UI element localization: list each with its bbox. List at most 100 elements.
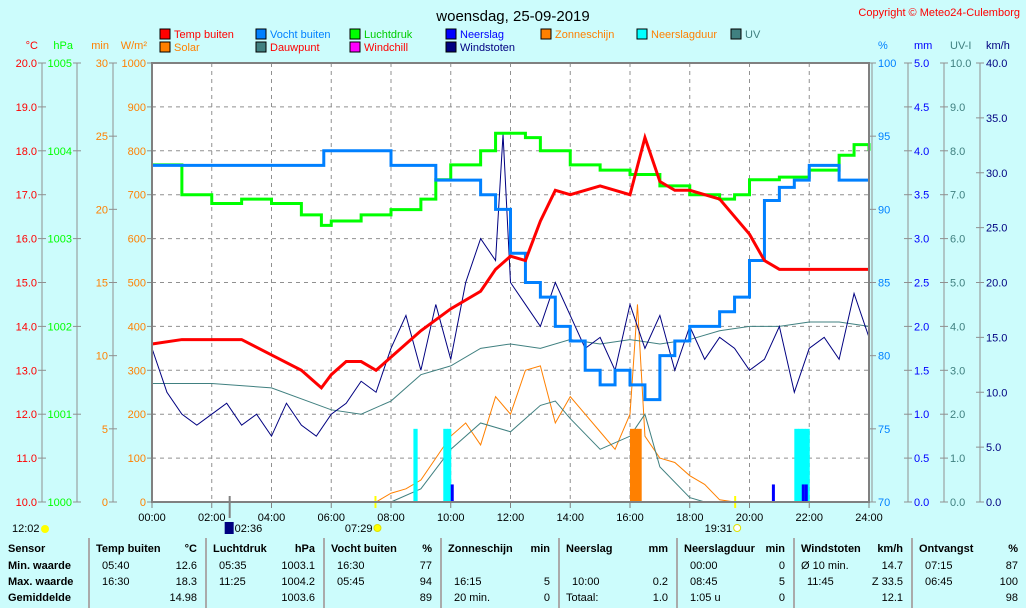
series-neerslagduur-bar (805, 428, 810, 502)
axis-tick-label-min: 10 (96, 351, 108, 363)
series-neerslag-bar (804, 484, 808, 502)
axis-tick-label-hum: 85 (878, 278, 890, 290)
axis-tick-label-hum: 90 (878, 204, 890, 216)
legend-label: Neerslagduur (651, 29, 717, 41)
legend-label: Solar (174, 42, 200, 54)
legend-swatch (445, 41, 457, 53)
axis-tick-label-mm: 2.0 (914, 321, 929, 333)
axis-tick-label-press: 1000 (48, 497, 72, 509)
copyright: Copyright © Meteo24-Culemborg (858, 7, 1020, 19)
cell-time: 20 min. (454, 592, 491, 604)
axis-unit-min: min (91, 40, 109, 52)
legend-label: Windchill (364, 42, 408, 54)
axis-tick-label-mm: 1.5 (914, 365, 929, 377)
table-section-ontvangst: Ontvangst% 07:15 87 06:45 100 98 (911, 538, 1026, 608)
axis-tick-label-mm: 0.5 (914, 453, 929, 465)
series-neerslagduur-bar (413, 428, 418, 502)
legend-label: UV (745, 29, 761, 41)
event-time: 07:29 (345, 523, 373, 535)
axis-tick-label-uv: 6.0 (950, 234, 965, 246)
event-time: 19:31 (705, 523, 733, 535)
x-axis-tick-label: 22:00 (795, 512, 823, 524)
series-neerslagduur-bar (447, 428, 452, 502)
cell-value: 1003.6 (281, 592, 315, 604)
axis-tick-label-uv: 4.0 (950, 321, 965, 333)
table-section-temp-buiten: Temp buiten °C 05:40 12.6 16:30 18.3 14.98 (88, 538, 205, 608)
cell-value: 14.7 (881, 560, 903, 572)
axis-tick-label-temp: 16.0 (16, 234, 37, 246)
cell-time: 1:05 u (690, 592, 721, 604)
series-luchtdruk-line (152, 131, 871, 227)
cell-time: 06:45 (925, 576, 953, 588)
series-vocht-buiten-line (152, 149, 869, 402)
axis-tick-label-temp: 17.0 (16, 190, 37, 202)
axis-tick-label-uv: 0.0 (950, 497, 965, 509)
axis-tick-label-press: 1005 (48, 58, 72, 70)
x-axis-tick-label: 10:00 (437, 512, 465, 524)
axis-tick-label-temp: 15.0 (16, 278, 37, 290)
axis-tick-label-mm: 4.0 (914, 146, 929, 158)
series-zonneschijn-bar (630, 428, 635, 502)
cell-value: 94 (419, 576, 432, 588)
axis-tick-label-press: 1004 (48, 146, 72, 158)
legend-swatch (730, 28, 742, 40)
axis-tick-label-wind: 35.0 (986, 113, 1007, 125)
axis-tick-label-solar: 100 (128, 453, 146, 465)
axis-tick-label-uv: 5.0 (950, 278, 965, 290)
column-unit: % (1008, 543, 1018, 555)
row-label: Gemiddelde (8, 592, 71, 604)
axis-tick-label-solar: 800 (128, 146, 146, 158)
table-section-zonneschijn: Zonneschijn min 16:15 5 20 min. 0 (440, 538, 558, 608)
legend-label: Luchtdruk (364, 29, 413, 41)
cell-value: 0 (543, 592, 550, 604)
row-label: Max. waarde (8, 576, 74, 588)
cell-value: 0 (778, 560, 785, 572)
axis-tick-label-mm: 0.0 (914, 497, 929, 509)
column-header: Windstoten (801, 543, 861, 555)
legend-label: Neerslag (460, 29, 504, 41)
table-section-sensor: Sensor Min. waarde Max. waarde Gemiddelde (0, 538, 88, 608)
cell-time: 05:35 (219, 560, 247, 572)
axis-tick-label-solar: 900 (128, 102, 146, 114)
cell-value: 0.2 (652, 576, 668, 588)
axis-tick-label-min: 25 (96, 131, 108, 143)
axis-tick-label-mm: 3.0 (914, 234, 929, 246)
axis-tick-label-wind: 25.0 (986, 223, 1007, 235)
axis-tick-label-hum: 80 (878, 351, 890, 363)
x-axis-tick-label: 08:00 (377, 512, 405, 524)
legend-swatch (159, 28, 171, 40)
axis-unit-hum: % (878, 40, 888, 52)
cell-time: 10:00 (572, 576, 600, 588)
row-label: Sensor (8, 543, 46, 555)
axis-unit-mm: mm (914, 40, 932, 52)
series-neerslagduur-bar (794, 428, 799, 502)
cell-value: Z 33.5 (871, 576, 903, 588)
cell-value: 18.3 (175, 576, 197, 588)
moon-icon (224, 522, 234, 534)
axis-tick-label-uv: 2.0 (950, 409, 965, 421)
axis-tick-label-press: 1002 (48, 321, 72, 333)
cell-time: Ø 10 min. (801, 560, 849, 572)
column-header: Ontvangst (919, 543, 974, 555)
column-unit: % (422, 543, 432, 555)
axis-tick-label-temp: 18.0 (16, 146, 37, 158)
stats-table: Sensor Min. waarde Max. waarde Gemiddelde Te… (0, 538, 1026, 608)
axis-tick-label-mm: 4.5 (914, 102, 929, 114)
table-section-vocht-buiten: Vocht buiten% 16:30 77 05:45 94 89 (323, 538, 440, 608)
column-unit: °C (184, 543, 197, 555)
legend-swatch (636, 28, 648, 40)
column-header: Neerslagduur (684, 543, 755, 555)
axis-unit-wind: km/h (986, 40, 1010, 52)
cell-time: 11:25 (219, 576, 246, 588)
axis-unit-press: hPa (53, 40, 73, 52)
sunrise-icon (373, 524, 382, 532)
column-unit: min (765, 543, 785, 555)
axis-tick-label-solar: 200 (128, 409, 146, 421)
legend-label: Zonneschijn (555, 29, 614, 41)
cell-value: 14.98 (169, 592, 197, 604)
x-axis-tick-label: 24:00 (855, 512, 883, 524)
legend-label: Temp buiten (174, 29, 234, 41)
table-section-neerslag: Neerslag mm 10:00 0.2 Totaal: 1.0 (558, 538, 676, 608)
column-header: Luchtdruk (213, 543, 267, 555)
axis-tick-label-solar: 600 (128, 234, 146, 246)
